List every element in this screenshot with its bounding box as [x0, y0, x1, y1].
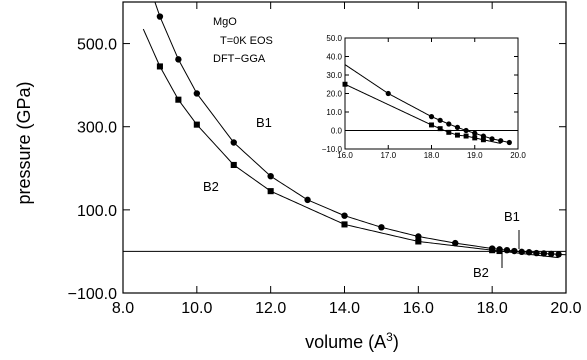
main-point-b2: [496, 247, 503, 255]
main-point-b1: [304, 196, 311, 204]
main-x-tick-label: 8.0: [112, 300, 134, 317]
inset-point-b1: [454, 124, 461, 130]
inset-point-b1: [489, 136, 495, 142]
main-point-b2: [489, 247, 496, 254]
main-point-b1: [193, 90, 201, 97]
x-axis-title-close: ): [393, 332, 399, 352]
main-point-b1: [415, 233, 422, 240]
main-point-b2: [267, 188, 274, 195]
inset-y-tick-label: 50.0: [326, 34, 342, 43]
inset-plot-frame: [344, 37, 519, 150]
main-y-tick-label: −100.0: [68, 286, 117, 303]
main-point-b1: [267, 172, 274, 180]
inset-x-tick-label: 17.0: [380, 151, 396, 160]
main-point-b1: [533, 249, 540, 257]
annotation-mgo: MgO: [213, 16, 237, 28]
main-y-tick-label: 300.0: [77, 120, 117, 137]
inset-y-tick-label: 30.0: [326, 71, 342, 80]
annotation-eos: T=0K EOS: [220, 35, 273, 47]
inset-point-b2: [437, 126, 443, 132]
label-b1-upper: B1: [256, 115, 272, 130]
inset-x-tick-label: 19.0: [467, 151, 483, 160]
x-axis-title: volume (A3): [305, 330, 399, 352]
main-y-tick-label: 500.0: [77, 37, 117, 54]
inset-x-tick-label: 16.0: [337, 151, 353, 160]
inset-point-b2: [472, 135, 478, 141]
label-b1-lower: B1: [504, 209, 520, 224]
inset-point-b2: [454, 132, 460, 138]
inset-x-tick-label: 18.0: [424, 151, 440, 160]
main-x-tick-label: 12.0: [255, 300, 286, 317]
main-point-b2: [415, 238, 422, 245]
inset-point-b2: [480, 137, 486, 143]
inset-point-b1: [463, 127, 469, 134]
main-x-tick-label: 14.0: [329, 300, 360, 317]
main-point-b1: [540, 250, 548, 257]
main-point-b2: [341, 221, 348, 228]
main-point-b1: [378, 224, 385, 231]
inset-point-b1: [437, 117, 443, 123]
main-point-b1: [511, 247, 518, 255]
y-axis-title: pressure (GPa): [14, 81, 34, 204]
inset-point-b2: [342, 81, 348, 87]
label-b2-lower: B2: [473, 265, 489, 280]
inset-x-tick-label: 20.0: [510, 151, 526, 160]
inset-y-tick-label: 20.0: [326, 90, 342, 99]
main-point-b1: [175, 56, 182, 63]
inset-point-b1: [428, 114, 435, 120]
main-curve-b1: [154, 2, 566, 256]
inset-point-b1: [498, 138, 504, 144]
main-x-tick-label: 16.0: [403, 300, 434, 317]
label-b2-upper: B2: [203, 179, 219, 194]
annotation-method: DFT−GGA: [213, 53, 266, 65]
main-point-b1: [518, 248, 525, 256]
x-axis-title-superscript: 3: [386, 330, 393, 344]
main-point-b1: [341, 212, 348, 219]
inset-point-b2: [446, 129, 452, 135]
main-point-b2: [175, 96, 182, 103]
main-point-b1: [503, 246, 511, 254]
main-point-b1: [555, 251, 562, 258]
main-point-b2: [156, 63, 163, 70]
inset-y-tick-label: 0.0: [331, 127, 343, 136]
main-point-b2: [230, 161, 237, 168]
inset-y-tick-label: 40.0: [326, 53, 342, 62]
inset-y-tick-label: 10.0: [326, 108, 342, 117]
main-x-tick-label: 18.0: [477, 300, 508, 317]
main-point-b1: [156, 13, 164, 20]
main-point-b2: [193, 121, 200, 128]
inset-point-b1: [446, 121, 452, 127]
main-x-tick-label: 20.0: [550, 300, 581, 317]
x-axis-title-base: volume (A: [305, 332, 386, 352]
inset-point-b1: [506, 139, 512, 146]
main-point-b1: [452, 239, 459, 247]
main-point-b1: [230, 139, 237, 146]
main-x-tick-label: 10.0: [181, 300, 212, 317]
inset-point-b2: [463, 133, 469, 139]
main-point-b1: [548, 250, 555, 258]
inset-point-b1: [472, 130, 478, 136]
main-y-tick-label: 100.0: [77, 203, 117, 220]
main-point-b1: [525, 249, 533, 256]
inset-y-tick-label: −10.0: [322, 145, 343, 154]
inset-point-b2: [429, 122, 434, 128]
inset-point-b1: [385, 90, 391, 97]
